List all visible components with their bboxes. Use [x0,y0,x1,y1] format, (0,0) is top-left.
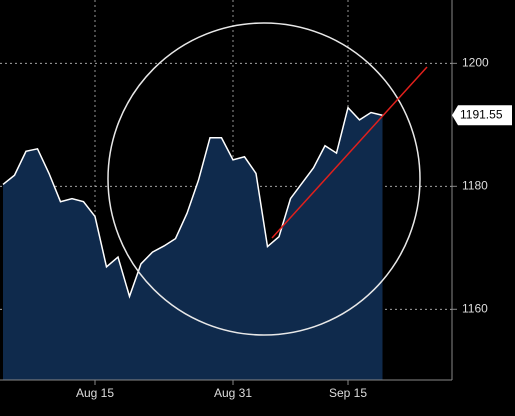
last-price-box [452,105,512,126]
trend-line [271,66,428,239]
y-tick-label: 1160 [462,301,488,315]
x-tick-label: Aug 15 [76,386,114,400]
edge [512,395,514,416]
y-tick-label: 1200 [462,56,489,70]
annotation-circle [107,22,421,336]
x-tick-label: Aug 31 [214,386,252,400]
last-price-label: 1191.55 [460,107,503,121]
plot-area [0,0,452,381]
line [2,106,383,299]
y-tick-label: 1180 [462,178,488,192]
area [3,107,383,381]
x-tick-label: Sep 15 [329,386,367,400]
